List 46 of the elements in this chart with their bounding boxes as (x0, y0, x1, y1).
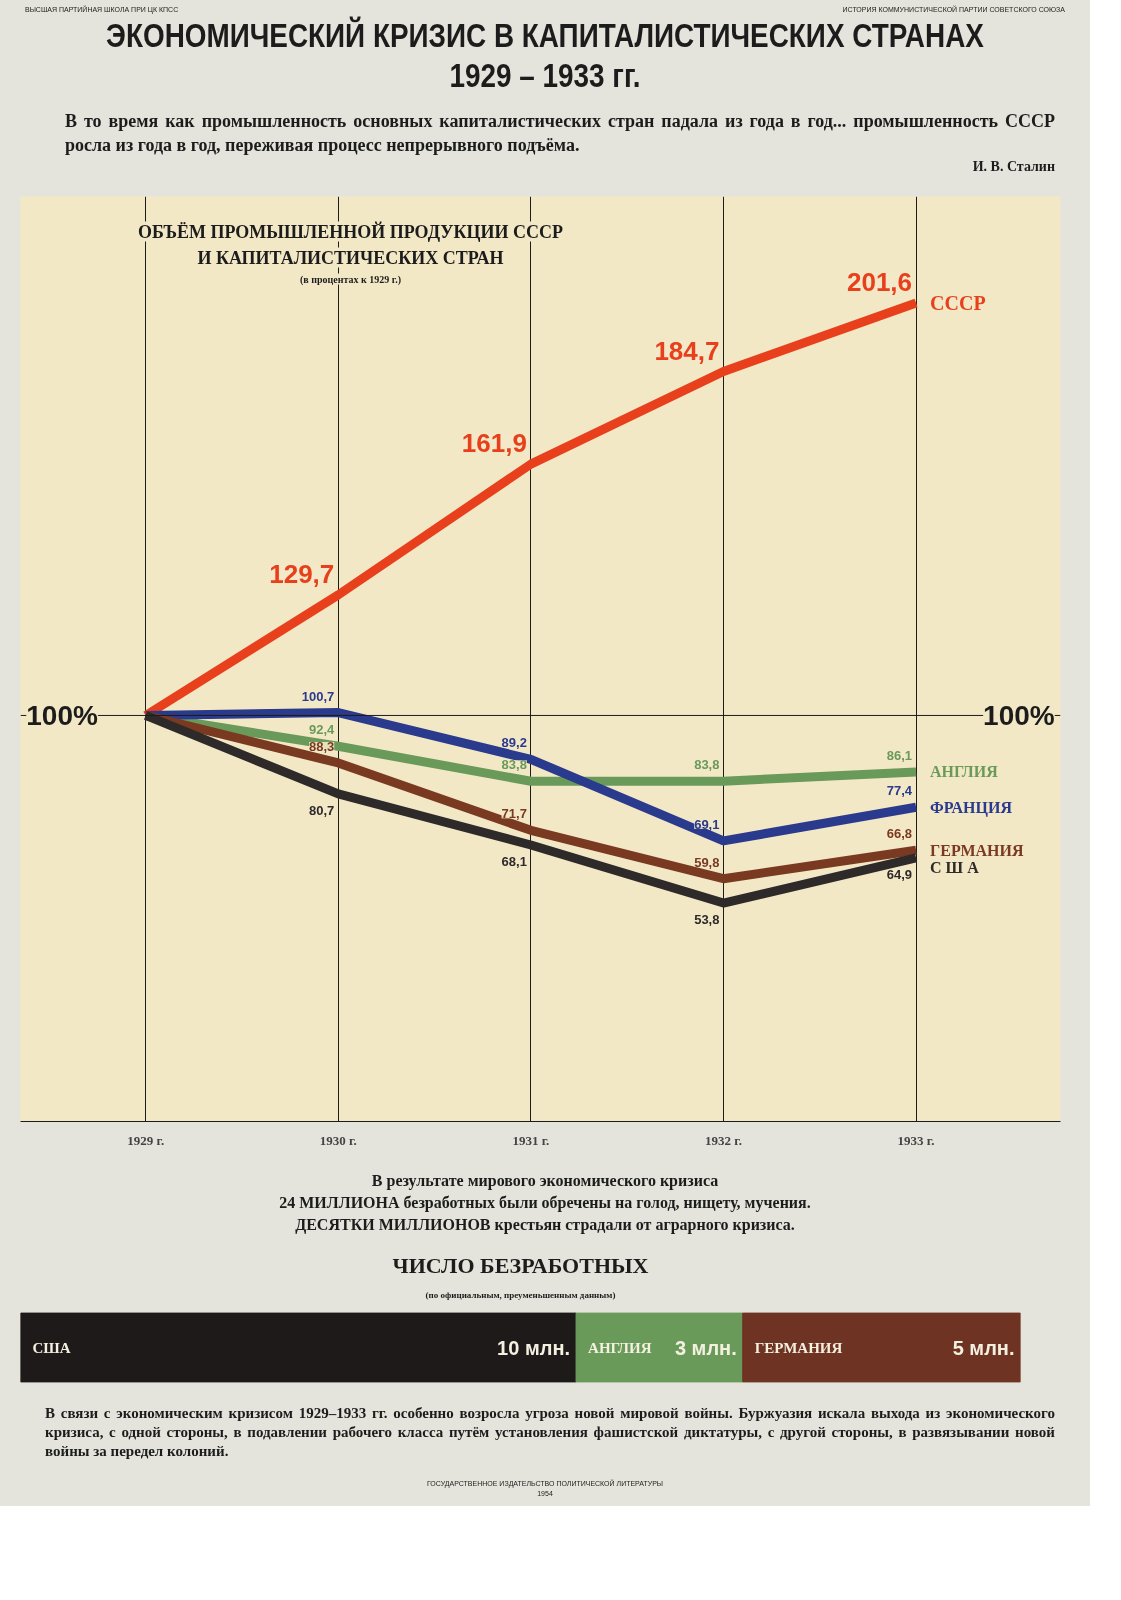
series-label: ФРАНЦИЯ (930, 798, 1013, 817)
data-label: 201,6 (846, 266, 913, 297)
data-label: 68,1 (501, 853, 527, 869)
text: В результате мирового экономического кризиса 24 МИЛЛИОНА безработных были обречены на голод, нищету, мучения. ДЕСЯТКИ МИЛЛИОНОВ крестьян страдали от аграрного кризиса. (278, 1171, 812, 1236)
series-label: ГЕРМАНИЯ (754, 1339, 843, 1356)
data-label: 83,8 (694, 757, 720, 773)
data-label: 89,2 (501, 735, 527, 751)
data-label: 66,8 (886, 826, 913, 842)
data-label: 86,1 (886, 747, 913, 763)
series-label: ГЕРМАНИЯ (930, 841, 1024, 859)
chart-subtitle: (по официальным, преуменьшенным данным) (425, 1289, 616, 1300)
x-tick-label: 1931 г. (512, 1132, 550, 1148)
data-label: 71,7 (501, 806, 527, 822)
data-label: 64,9 (886, 866, 913, 882)
series-label: СССР (930, 291, 986, 314)
text: В связи с экономическим кризисом 1929–1933 гг. особенно возросла угроза новой мировой войны. Буржуазия искала выхода из экономического кризиса, с одной стороны, в подавлении рабочего класса путём установления фашистской диктатуры, с другой стороны, в развязывании новой войны за передел колоний. (45, 1404, 1055, 1461)
x-tick-label: 1930 г. (319, 1132, 357, 1148)
chart-subtitle: В то время как промышленность основных капиталистических стран падала из года в год... промышленность СССР росла из года в год, переживая процесс непрерывного подъёма. (65, 110, 1055, 157)
ref-line-label: 100% (26, 699, 98, 731)
x-tick-label: 1933 г. (897, 1132, 935, 1148)
data-label: 10 млн. (497, 1336, 571, 1359)
text: ОБЪЁМ ПРОМЫШЛЕННОЙ ПРОДУКЦИИ СССР И КАПИТАЛИСТИЧЕСКИХ СТРАН (137, 220, 564, 268)
series-label: АНГЛИЯ (588, 1339, 652, 1356)
data-label: 161,9 (461, 428, 527, 459)
data-label: 77,4 (886, 783, 913, 799)
data-label: 3 млн. (674, 1336, 737, 1359)
data-label: 80,7 (308, 802, 335, 818)
data-label: 184,7 (654, 335, 720, 366)
series-label: С Ш А (930, 858, 980, 876)
series-label: США (32, 1339, 71, 1356)
chart-title: ЭКОНОМИЧЕСКИЙ КРИЗИС В КАПИТАЛИСТИЧЕСКИХ СТРАНАХ 1929 – 1933 гг. (105, 15, 985, 95)
chart-title: ЧИСЛО БЕЗРАБОТНЫХ (392, 1252, 649, 1278)
text: 100% (983, 699, 1055, 731)
text: И. В. Сталин (971, 158, 1055, 176)
data-label: 53,8 (694, 912, 720, 928)
data-label: 69,1 (694, 816, 720, 832)
x-tick-label: 1929 г. (127, 1132, 165, 1148)
data-label: 129,7 (269, 558, 335, 589)
x-tick-label: 1932 г. (704, 1132, 742, 1148)
series-label: АНГЛИЯ (930, 763, 999, 781)
data-label: 100,7 (301, 688, 335, 704)
data-label: 5 млн. (952, 1336, 1015, 1359)
data-label: 83,8 (501, 757, 527, 773)
data-label: 92,4 (308, 722, 336, 738)
data-label: 59,8 (694, 854, 720, 870)
text: (в процентах к 1929 г.) (299, 273, 402, 286)
